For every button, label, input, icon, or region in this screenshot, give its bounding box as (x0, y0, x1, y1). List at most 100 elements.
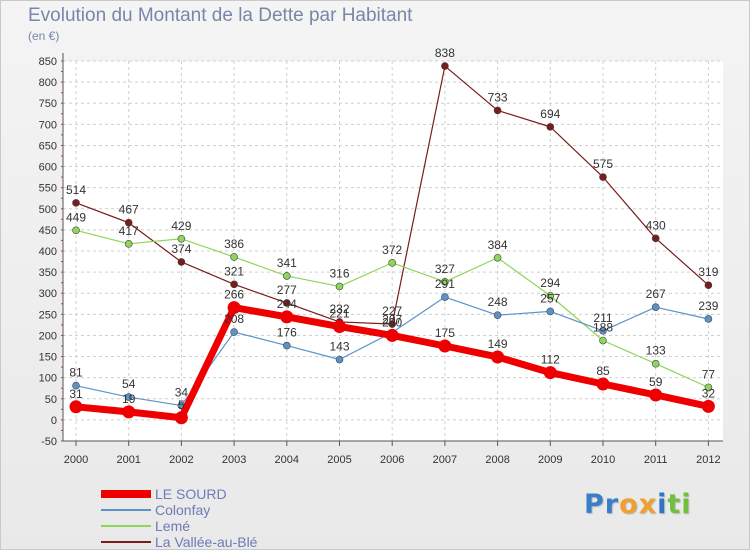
data-label-la-vallee-au-ble: 374 (171, 242, 191, 256)
x-tick-label: 2001 (116, 454, 140, 466)
data-label-la-vallee-au-ble: 277 (277, 283, 297, 297)
y-tick-label: 50 (45, 394, 57, 406)
y-tick-label: 850 (39, 56, 57, 68)
data-point-colonfay (230, 328, 238, 336)
x-tick-label: 2010 (591, 454, 615, 466)
data-point-leme (282, 272, 291, 280)
legend-item-le-sourd: LE SOURD (101, 486, 227, 502)
data-point-le-sourd (543, 366, 557, 380)
y-tick-label: 400 (39, 246, 57, 258)
data-label-colonfay: 176 (277, 326, 297, 340)
data-label-la-vallee-au-ble: 514 (66, 183, 86, 197)
data-point-la-vallee-au-ble (124, 218, 133, 227)
data-label-colonfay: 257 (540, 291, 560, 305)
data-label-leme: 386 (224, 237, 244, 251)
x-tick-label: 2004 (275, 454, 299, 466)
data-label-la-vallee-au-ble: 467 (119, 203, 139, 217)
data-label-leme: 449 (66, 210, 86, 224)
data-point-colonfay (651, 303, 660, 311)
data-point-leme (335, 282, 344, 291)
legend-swatch-colonfay (101, 509, 151, 511)
data-point-colonfay (441, 293, 449, 301)
legend-label-le-sourd: LE SOURD (155, 486, 227, 502)
data-point-leme (441, 278, 449, 286)
brand-letter: t (667, 489, 682, 520)
y-tick-label: 250 (39, 309, 57, 321)
y-tick-label: 450 (39, 225, 57, 237)
data-point-la-vallee-au-ble (651, 234, 660, 243)
data-point-leme (124, 240, 133, 248)
legend-swatch-la-vallee-au-ble (101, 541, 151, 543)
data-label-le-sourd: 32 (702, 386, 716, 400)
data-label-le-sourd: 266 (224, 288, 244, 302)
y-tick-label: 700 (39, 119, 57, 131)
data-label-leme: 316 (329, 266, 349, 280)
data-point-colonfay (493, 311, 502, 319)
x-tick-label: 2009 (538, 454, 562, 466)
y-tick-label: 600 (39, 162, 57, 174)
legend-swatch-le-sourd (101, 490, 151, 498)
legend-item-leme: Lemé (101, 518, 190, 534)
data-label-colonfay: 239 (698, 299, 718, 313)
brand-logo: Proxiti (584, 489, 692, 520)
legend-label-la-vallee-au-ble: La Vallée-au-Blé (155, 534, 258, 550)
data-label-le-sourd: 31 (69, 387, 83, 401)
data-point-la-vallee-au-ble (704, 281, 713, 290)
y-tick-label: 650 (39, 140, 57, 152)
data-label-la-vallee-au-ble: 321 (224, 264, 244, 278)
x-tick-label: 2000 (64, 454, 88, 466)
brand-letter: r (604, 489, 620, 520)
data-point-leme (599, 336, 607, 345)
data-label-leme: 372 (382, 243, 402, 257)
data-point-leme (177, 234, 186, 243)
brand-letter: i (681, 489, 692, 520)
data-point-leme (388, 259, 397, 267)
data-label-leme: 327 (435, 262, 455, 276)
data-label-colonfay: 34 (175, 386, 189, 400)
legend-swatch-leme (101, 525, 151, 527)
x-tick-label: 2002 (169, 454, 193, 466)
data-point-colonfay (282, 341, 291, 350)
y-tick-label: 150 (39, 352, 57, 364)
data-label-colonfay: 248 (488, 295, 508, 309)
y-tick-label: 550 (39, 183, 57, 195)
data-label-le-sourd: 175 (435, 326, 455, 340)
data-point-le-sourd (596, 377, 610, 391)
data-label-colonfay: 54 (122, 377, 136, 391)
data-label-leme: 341 (277, 256, 297, 270)
data-label-leme: 384 (488, 238, 508, 252)
data-point-la-vallee-au-ble (388, 320, 397, 328)
data-label-le-sourd: 59 (649, 375, 663, 389)
data-label-le-sourd: 85 (596, 364, 610, 378)
data-label-le-sourd: 5 (178, 398, 185, 412)
data-point-le-sourd (122, 405, 136, 419)
x-tick-label: 2003 (222, 454, 246, 466)
data-label-la-vallee-au-ble: 232 (329, 302, 349, 316)
data-label-le-sourd: 112 (541, 353, 560, 367)
data-point-colonfay (124, 393, 133, 401)
data-point-le-sourd (438, 339, 452, 353)
data-label-la-vallee-au-ble: 694 (540, 107, 560, 121)
data-label-leme: 429 (171, 219, 191, 233)
brand-letter: i (657, 489, 668, 520)
data-label-colonfay: 208 (224, 312, 244, 326)
data-point-leme (651, 359, 660, 368)
y-tick-label: 750 (39, 98, 57, 110)
data-label-la-vallee-au-ble: 575 (593, 157, 613, 171)
chart-title: Evolution du Montant de la Dette par Hab… (28, 5, 413, 26)
x-tick-label: 2006 (380, 454, 404, 466)
data-label-colonfay: 143 (329, 340, 349, 354)
data-point-colonfay (335, 355, 344, 364)
data-point-le-sourd (280, 310, 294, 324)
data-label-leme: 188 (593, 321, 613, 335)
data-label-la-vallee-au-ble: 430 (646, 218, 666, 232)
data-point-colonfay (72, 381, 80, 390)
data-label-colonfay: 207 (382, 312, 402, 326)
data-point-la-vallee-au-ble (230, 280, 238, 289)
data-label-colonfay: 291 (435, 277, 455, 291)
data-point-le-sourd (491, 350, 505, 364)
y-tick-label: -50 (41, 436, 57, 448)
legend-item-la-vallee-au-ble: La Vallée-au-Blé (101, 534, 257, 550)
legend-label-colonfay: Colonfay (155, 502, 211, 518)
